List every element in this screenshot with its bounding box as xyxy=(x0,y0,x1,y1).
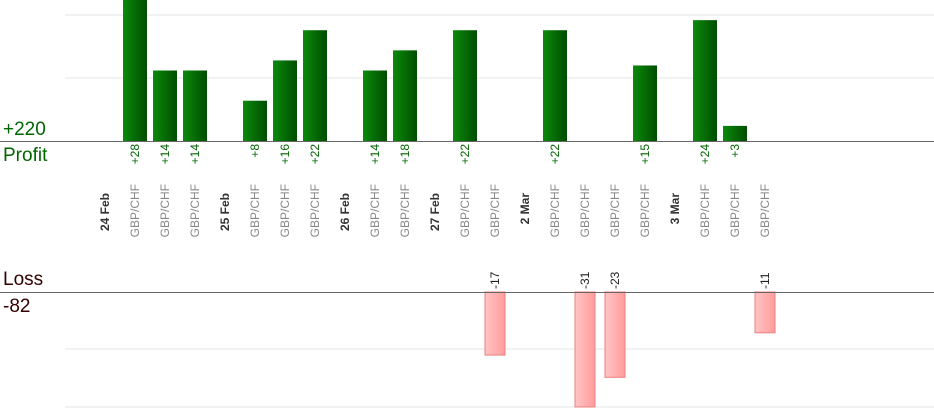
profit-bar xyxy=(153,70,177,141)
profit-value-label: +3 xyxy=(728,144,742,158)
profit-value-label: +22 xyxy=(458,144,472,165)
bars xyxy=(123,0,776,408)
profit-value-label: +8 xyxy=(248,144,262,158)
profit-bar xyxy=(243,100,267,141)
pair-label: GBP/CHF xyxy=(278,184,292,237)
loss-value-label: -31 xyxy=(578,271,592,289)
profit-value-label: +16 xyxy=(278,144,292,165)
profit-bar xyxy=(453,30,477,141)
pair-label: GBP/CHF xyxy=(188,184,202,237)
date-label: 27 Feb xyxy=(428,193,442,231)
loss-bar xyxy=(484,291,506,356)
date-label: 24 Feb xyxy=(98,193,112,231)
profit-total: +220 xyxy=(3,119,46,140)
pair-label: GBP/CHF xyxy=(488,184,502,237)
pair-label: GBP/CHF xyxy=(728,184,742,237)
date-label: 26 Feb xyxy=(338,193,352,231)
profit-bar xyxy=(273,60,297,141)
pair-label: GBP/CHF xyxy=(398,184,412,237)
pair-label: GBP/CHF xyxy=(248,184,262,237)
pair-label: GBP/CHF xyxy=(548,184,562,237)
pair-label: GBP/CHF xyxy=(308,184,322,237)
profit-label: Profit xyxy=(3,145,48,166)
loss-bar xyxy=(574,291,596,408)
pair-label: GBP/CHF xyxy=(758,184,772,237)
pair-label: GBP/CHF xyxy=(578,184,592,237)
loss-label: Loss xyxy=(3,269,44,290)
pair-label: GBP/CHF xyxy=(368,184,382,237)
profit-bar xyxy=(123,0,147,141)
profit-value-label: +18 xyxy=(398,144,412,165)
loss-value-label: -17 xyxy=(488,271,502,289)
profit-value-label: +24 xyxy=(698,144,712,165)
date-label: 3 Mar xyxy=(668,193,682,225)
profit-bar xyxy=(183,70,207,141)
pair-label: GBP/CHF xyxy=(608,184,622,237)
profit-bar xyxy=(543,30,567,141)
loss-total: -82 xyxy=(3,296,31,317)
profit-bar xyxy=(633,65,657,141)
profit-bar xyxy=(723,125,747,141)
profit-value-label: +14 xyxy=(158,144,172,165)
profit-value-label: +14 xyxy=(368,144,382,165)
profit-bar xyxy=(363,70,387,141)
profit-value-label: +22 xyxy=(308,144,322,165)
pair-label: GBP/CHF xyxy=(128,184,142,237)
loss-value-label: -11 xyxy=(758,272,772,289)
profit-value-label: +14 xyxy=(188,144,202,165)
profit-value-label: +28 xyxy=(128,144,142,165)
date-label: 2 Mar xyxy=(518,193,532,225)
loss-value-label: -23 xyxy=(608,271,622,289)
pair-label: GBP/CHF xyxy=(458,184,472,237)
loss-bar xyxy=(604,291,626,378)
pair-label: GBP/CHF xyxy=(638,184,652,237)
profit-value-label: +22 xyxy=(548,144,562,165)
labels: 24 Feb GBP/CHF +28 GBP/CHF +14 GBP/CHF +14 25 F… xyxy=(98,144,772,289)
loss-bar xyxy=(754,291,776,334)
profit-bar xyxy=(393,50,417,141)
profit-value-label: +15 xyxy=(638,144,652,165)
profit-bar xyxy=(693,20,717,142)
profit-bar xyxy=(303,30,327,141)
date-label: 25 Feb xyxy=(218,193,232,231)
pair-label: GBP/CHF xyxy=(158,184,172,237)
pair-label: GBP/CHF xyxy=(698,184,712,237)
